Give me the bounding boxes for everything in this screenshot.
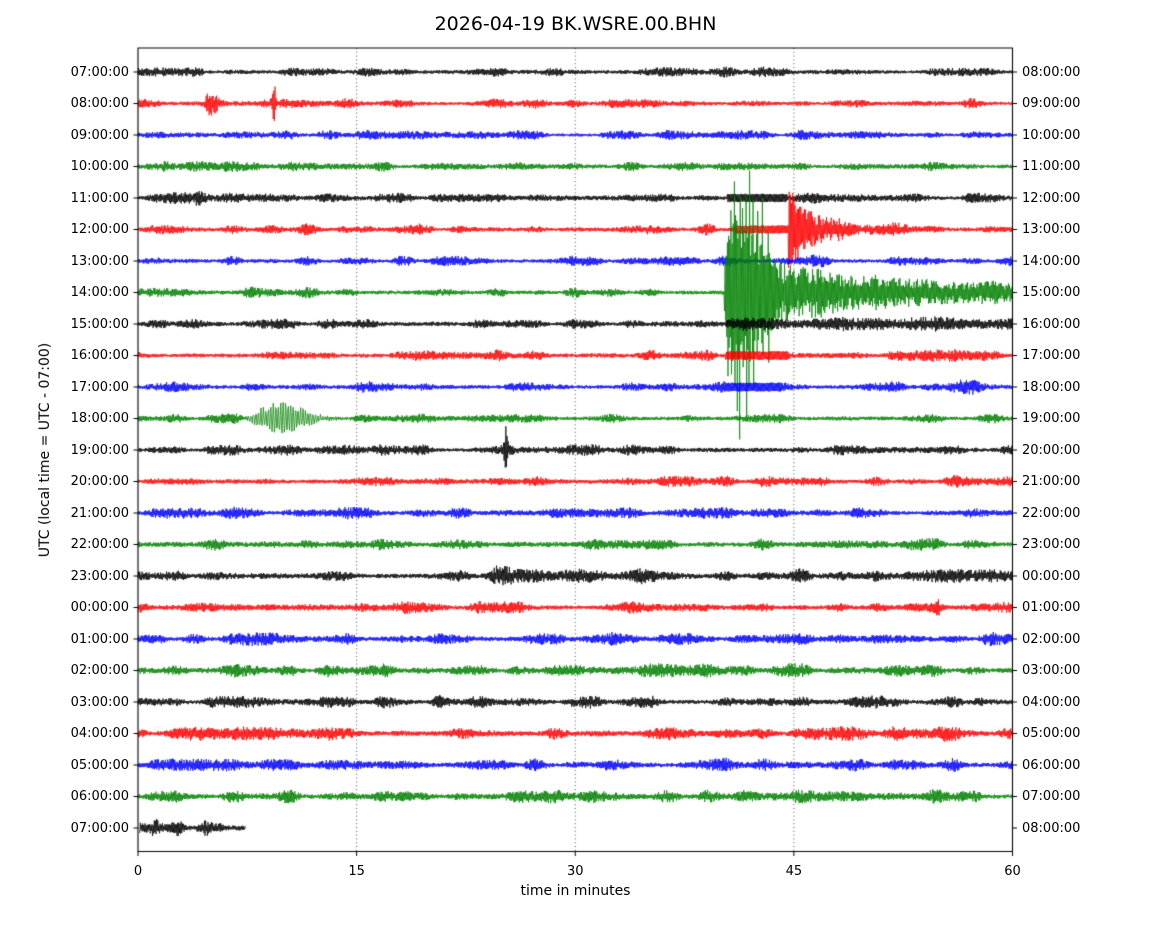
right-time-label: 04:00:00 [1022,694,1081,710]
right-time-label: 03:00:00 [1022,663,1081,678]
left-time-label: 02:00:00 [70,663,129,678]
right-time-label: 11:00:00 [1022,159,1081,174]
page-title: 2026-04-19 BK.WSRE.00.BHN [434,13,717,35]
left-time-label: 00:00:00 [70,600,129,615]
right-time-label: 12:00:00 [1022,190,1081,206]
right-time-label: 21:00:00 [1022,474,1081,489]
right-time-label: 16:00:00 [1022,316,1081,332]
left-time-label: 09:00:00 [70,127,129,143]
right-time-label: 02:00:00 [1022,631,1081,647]
right-time-label: 18:00:00 [1022,379,1081,395]
right-time-label: 01:00:00 [1022,600,1081,615]
x-tick-label: 30 [566,864,584,879]
right-time-label: 05:00:00 [1022,726,1081,741]
right-time-label: 14:00:00 [1022,253,1081,269]
right-time-label: 15:00:00 [1022,285,1081,300]
right-time-label: 10:00:00 [1022,127,1081,143]
x-tick-label: 15 [348,864,365,879]
left-time-label: 04:00:00 [70,726,129,741]
left-time-label: 05:00:00 [70,757,129,773]
x-axis-label: time in minutes [520,883,631,899]
x-tick-label: 60 [1004,864,1021,879]
left-time-label: 14:00:00 [70,285,129,300]
right-time-label: 13:00:00 [1022,222,1081,237]
left-time-label: 23:00:00 [70,568,129,584]
left-time-label: 22:00:00 [70,537,129,552]
left-time-label: 20:00:00 [70,474,129,489]
right-time-label: 23:00:00 [1022,537,1081,552]
left-time-label: 11:00:00 [70,190,129,206]
right-time-label: 07:00:00 [1022,789,1081,804]
right-time-label: 22:00:00 [1022,505,1081,521]
left-time-label: 17:00:00 [70,379,129,395]
left-time-label: 16:00:00 [70,348,129,363]
right-time-label: 00:00:00 [1022,568,1081,584]
right-time-label: 17:00:00 [1022,348,1081,363]
right-time-label: 09:00:00 [1022,96,1081,111]
left-time-label: 15:00:00 [70,316,129,332]
right-time-label: 08:00:00 [1022,64,1081,80]
left-time-label: 07:00:00 [70,64,129,80]
left-time-label: 08:00:00 [70,96,129,111]
left-time-label: 12:00:00 [70,222,129,237]
right-time-label: 20:00:00 [1022,442,1081,458]
left-time-label: 13:00:00 [70,253,129,269]
left-time-label: 06:00:00 [70,789,129,804]
right-time-label: 06:00:00 [1022,757,1081,773]
left-time-label: 10:00:00 [70,159,129,174]
x-tick-label: 45 [785,864,803,879]
left-time-label: 07:00:00 [70,820,129,836]
right-time-label: 08:00:00 [1022,820,1081,836]
left-time-label: 19:00:00 [70,442,129,458]
x-tick-label: 0 [133,864,143,879]
left-time-label: 01:00:00 [70,631,129,647]
right-time-label: 19:00:00 [1022,411,1081,426]
left-time-label: 03:00:00 [70,694,129,710]
left-time-label: 21:00:00 [70,505,129,521]
left-time-label: 18:00:00 [70,411,129,426]
